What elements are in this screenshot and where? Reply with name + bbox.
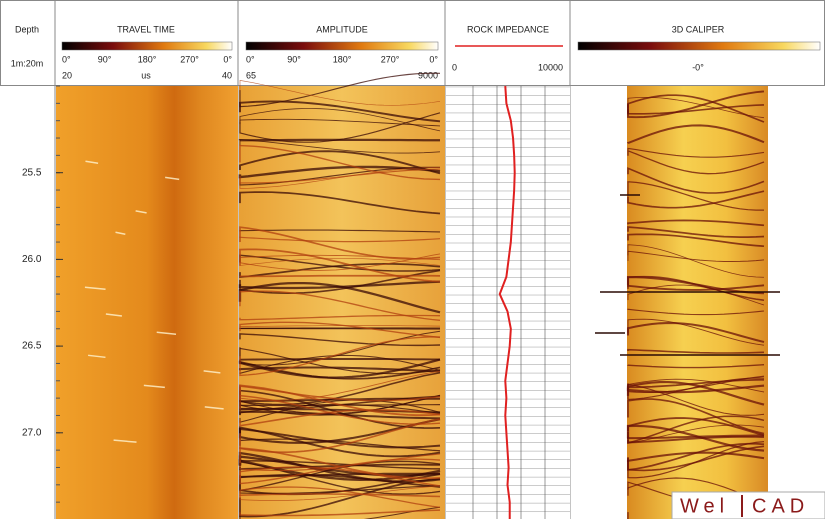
watermark: CAD: [752, 495, 809, 517]
well-log: Depth 1m:20m TRAVEL TIME 20 us 40 AMPLIT…: [0, 0, 825, 519]
scale-max: 40: [222, 70, 232, 80]
palette-label: 0°: [223, 54, 232, 64]
track-title: ROCK IMPEDANCE: [467, 24, 549, 34]
palette-label: 270°: [180, 54, 199, 64]
color-bar: [246, 42, 438, 50]
palette-label: 180°: [333, 54, 352, 64]
scale-unit: us: [141, 70, 151, 80]
track-title: TRAVEL TIME: [117, 24, 175, 34]
track-title: AMPLITUDE: [316, 24, 368, 34]
scale-min: 65: [246, 70, 256, 80]
depth-label: 27.0: [22, 427, 42, 438]
caliper-image: [627, 86, 768, 519]
page: Depth 1m:20m TRAVEL TIME 20 us 40 AMPLIT…: [0, 0, 825, 519]
scale-max: 9000: [418, 70, 438, 80]
texture-line: [240, 276, 440, 277]
texture-line: [240, 328, 440, 329]
palette-label: 180°: [138, 54, 157, 64]
depth-title: Depth: [15, 24, 39, 34]
depth-label: 26.0: [22, 254, 42, 265]
color-bar: [578, 42, 820, 50]
track-title: 3D CALIPER: [672, 24, 725, 34]
depth-scale: 1m:20m: [11, 58, 44, 68]
watermark: Wel: [680, 495, 729, 517]
depth-label: 26.5: [22, 341, 42, 352]
palette-label: -0°: [692, 62, 704, 72]
x-tick-label: 0: [452, 62, 457, 72]
palette-label: 0°: [429, 54, 438, 64]
palette-label: 90°: [287, 54, 301, 64]
travel-time-image: [56, 86, 238, 519]
depth-label: 25.5: [22, 167, 42, 178]
texture-line: [240, 359, 440, 360]
palette-label: 90°: [98, 54, 112, 64]
palette-label: 0°: [246, 54, 255, 64]
x-tick-label: 10000: [538, 62, 563, 72]
scale-min: 20: [62, 70, 72, 80]
palette-label: 270°: [381, 54, 400, 64]
palette-label: 0°: [62, 54, 71, 64]
color-bar: [62, 42, 232, 50]
